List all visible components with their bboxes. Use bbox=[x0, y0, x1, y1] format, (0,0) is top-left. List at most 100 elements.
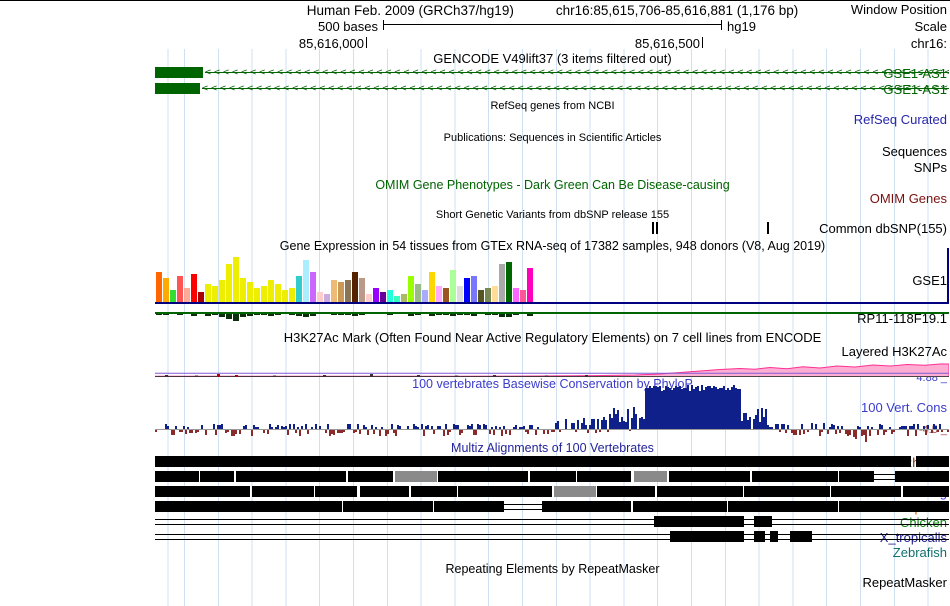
gtex-bar bbox=[289, 288, 295, 302]
conservation-bar bbox=[709, 385, 711, 429]
rp11-bar bbox=[163, 314, 169, 315]
gtex-bar bbox=[436, 286, 442, 302]
conservation-bar bbox=[807, 430, 809, 432]
conservation-bar bbox=[803, 430, 805, 434]
conservation-bar bbox=[847, 430, 849, 436]
multiz-row-zebrafish[interactable] bbox=[155, 546, 949, 557]
multiz-row-x-tropicalis[interactable] bbox=[155, 531, 949, 542]
track-label-scale[interactable]: Scale bbox=[914, 19, 947, 34]
conservation-bar bbox=[861, 430, 863, 436]
gtex-expression-chart[interactable] bbox=[155, 256, 949, 302]
conservation-bar bbox=[635, 413, 637, 429]
conservation-bar bbox=[767, 424, 769, 429]
conservation-bar bbox=[577, 420, 579, 429]
conservation-bar bbox=[947, 430, 949, 433]
track-label-gse1[interactable]: GSE1 bbox=[912, 273, 947, 288]
gtex-bar bbox=[317, 292, 323, 302]
conservation-bar bbox=[269, 423, 271, 429]
conservation-bar bbox=[755, 414, 757, 429]
alignment-segment bbox=[504, 504, 542, 510]
gtex-bar bbox=[191, 274, 197, 302]
conservation-bar bbox=[903, 425, 905, 429]
track-label-vert-cons[interactable]: 100 Vert. Cons bbox=[861, 400, 947, 415]
scale-bar bbox=[383, 20, 722, 30]
alignment-segment bbox=[434, 501, 505, 512]
conservation-bar bbox=[331, 430, 333, 434]
track-label-snps[interactable]: SNPs bbox=[913, 160, 947, 175]
multiz-row-dog[interactable] bbox=[155, 486, 949, 497]
multiz-row-mouse[interactable] bbox=[155, 471, 949, 482]
multiz-row-chicken[interactable] bbox=[155, 516, 949, 527]
track-title-gtex: Gene Expression in 54 tissues from GTEx … bbox=[279, 239, 826, 253]
track-label-gse1-as1-a[interactable]: GSE1-AS1 bbox=[883, 66, 947, 81]
gtex-bar bbox=[471, 276, 477, 302]
gtex-bar bbox=[324, 294, 330, 302]
conservation-bar bbox=[907, 430, 909, 437]
conservation-bar bbox=[433, 430, 435, 434]
conservation-bar bbox=[575, 430, 577, 432]
conservation-bar bbox=[707, 385, 709, 429]
alignment-segment bbox=[458, 486, 552, 497]
conservation-bar bbox=[195, 430, 197, 433]
conservation-bar bbox=[379, 430, 381, 437]
alignment-segment bbox=[235, 471, 346, 482]
rp11-bar bbox=[443, 314, 449, 315]
h3k27ac-bump bbox=[323, 375, 326, 377]
conservation-bar bbox=[499, 427, 501, 429]
conservation-bar bbox=[665, 386, 667, 429]
rp11-bar bbox=[457, 314, 463, 315]
dbsnp-variant-tick-1[interactable] bbox=[656, 222, 658, 234]
conservation-bar bbox=[167, 426, 169, 429]
conservation-bar bbox=[671, 389, 673, 429]
track-label-gse1-as1-b[interactable]: GSE1-AS1 bbox=[883, 82, 947, 97]
conservation-bar bbox=[295, 430, 297, 433]
alignment-segment bbox=[668, 471, 751, 482]
conservation-bar bbox=[685, 387, 687, 429]
conservation-track[interactable] bbox=[155, 383, 949, 445]
rp11-bar bbox=[268, 314, 274, 316]
conservation-bar bbox=[607, 430, 609, 432]
track-label-common-dbsnp[interactable]: Common dbSNP(155) bbox=[819, 221, 947, 236]
alignment-segment bbox=[155, 501, 342, 512]
track-label-refseq-curated[interactable]: RefSeq Curated bbox=[853, 112, 947, 127]
conservation-bar bbox=[819, 430, 821, 436]
multiz-row-elephant[interactable] bbox=[155, 501, 949, 512]
conservation-bar bbox=[939, 423, 941, 429]
track-label-omim-genes[interactable]: OMIM Genes bbox=[869, 191, 947, 206]
conservation-bar bbox=[715, 387, 717, 429]
track-label-sequences[interactable]: Sequences bbox=[881, 144, 947, 159]
conservation-bar bbox=[213, 423, 215, 429]
track-label-chrom[interactable]: chr16: bbox=[910, 36, 947, 51]
gse1-as1-gene-row-1[interactable]: <<<<<<<<<<<<<<<<<<<<<<<<<<<<<<<<<<<<<<<<… bbox=[155, 67, 949, 78]
conservation-bar bbox=[407, 425, 409, 429]
conservation-bar bbox=[391, 423, 393, 429]
track-label-rp11-118f19[interactable]: RP11-118F19.1 bbox=[857, 311, 947, 326]
rp11-bar bbox=[240, 314, 246, 317]
gtex-bar bbox=[331, 280, 337, 302]
conservation-bar bbox=[909, 425, 911, 429]
track-label-layered-h3k27ac[interactable]: Layered H3K27Ac bbox=[841, 344, 947, 359]
conservation-bar bbox=[523, 426, 525, 429]
rp11-bar bbox=[387, 314, 393, 315]
conservation-bar bbox=[503, 426, 505, 429]
rp11-expression-chart[interactable] bbox=[155, 314, 949, 323]
track-label-repeatmasker[interactable]: RepeatMasker bbox=[862, 575, 947, 590]
multiz-row-rhesus[interactable] bbox=[155, 456, 949, 467]
track-label-zebrafish[interactable]: Zebrafish bbox=[892, 545, 947, 560]
conservation-bar bbox=[837, 426, 839, 429]
conservation-bar bbox=[275, 426, 277, 429]
dbsnp-variant-tick-2[interactable] bbox=[767, 222, 769, 234]
conservation-bar bbox=[647, 388, 649, 429]
track-label-window-position[interactable]: Window Position bbox=[850, 2, 947, 17]
conservation-bar bbox=[689, 390, 691, 429]
gtex-bar bbox=[268, 280, 274, 302]
h3k27ac-signal[interactable] bbox=[155, 345, 949, 377]
rp11-bar bbox=[212, 314, 218, 315]
conservation-bar bbox=[225, 430, 227, 434]
conservation-bar bbox=[423, 430, 425, 437]
gse1-as1-gene-row-2[interactable]: <<<<<<<<<<<<<<<<<<<<<<<<<<<<<<<<<<<<<<<<… bbox=[155, 83, 949, 94]
conservation-bar bbox=[905, 426, 907, 429]
dbsnp-variant-tick-0[interactable] bbox=[652, 222, 654, 234]
conservation-bar bbox=[653, 385, 655, 429]
